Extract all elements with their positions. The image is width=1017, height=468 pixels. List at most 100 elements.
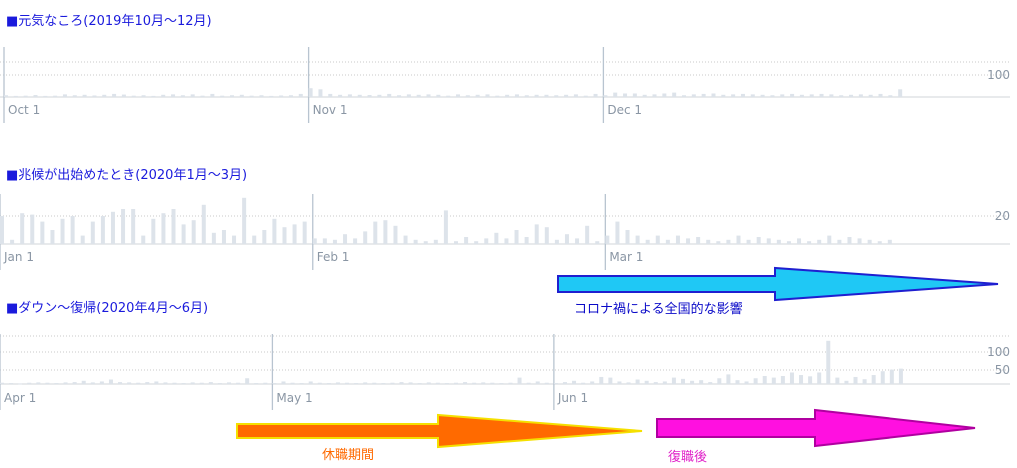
bar	[826, 340, 831, 384]
bar	[332, 239, 337, 244]
bar	[726, 374, 731, 384]
bar	[564, 234, 569, 244]
bar	[474, 241, 479, 244]
bar	[554, 95, 559, 97]
bar	[353, 238, 358, 244]
bar	[524, 237, 529, 244]
bar	[30, 214, 35, 244]
chart-1: Oct 1 Nov 1 Dec 1 100	[0, 30, 1017, 130]
bar	[789, 372, 794, 384]
bar	[721, 94, 726, 97]
bar	[70, 216, 75, 244]
bar	[136, 382, 141, 384]
bar	[298, 93, 303, 97]
bar	[108, 379, 113, 384]
bar	[426, 94, 431, 97]
bar	[590, 381, 595, 384]
bar	[534, 94, 539, 97]
bar	[181, 224, 186, 244]
bar	[367, 95, 372, 97]
bar	[494, 232, 499, 244]
bar	[526, 382, 531, 384]
bar	[80, 235, 85, 244]
bar	[623, 93, 628, 97]
bar	[90, 382, 95, 384]
bar	[363, 382, 368, 384]
bar	[112, 93, 117, 97]
bar	[858, 94, 863, 97]
bar	[853, 376, 858, 384]
bar	[731, 94, 736, 97]
bar	[799, 375, 804, 384]
bar	[790, 93, 795, 97]
bar	[508, 382, 513, 384]
leave-period-arrow	[236, 413, 643, 449]
bar	[888, 95, 893, 97]
bar	[475, 94, 480, 97]
bar	[282, 227, 287, 244]
bar	[227, 382, 231, 384]
bar	[436, 94, 441, 97]
bar	[632, 93, 637, 97]
bar	[262, 230, 267, 244]
bar	[4, 95, 8, 97]
bar	[456, 94, 460, 97]
bar	[807, 241, 812, 244]
bar	[269, 95, 274, 97]
bar	[18, 383, 23, 385]
bar	[760, 94, 765, 97]
return-to-work-arrow	[656, 408, 976, 448]
bar	[338, 94, 343, 97]
bar	[373, 221, 378, 244]
bar	[495, 95, 500, 97]
bar	[593, 93, 598, 97]
bar	[347, 94, 352, 97]
bar	[191, 220, 196, 244]
bar	[524, 95, 529, 97]
bar	[595, 241, 600, 244]
bar	[857, 238, 862, 244]
bar	[717, 378, 722, 384]
bar	[406, 94, 411, 97]
bar	[770, 95, 775, 97]
bar	[626, 382, 631, 384]
bar	[716, 241, 721, 244]
bar	[514, 94, 519, 97]
y-tick-label: 50	[995, 363, 1010, 377]
bar	[608, 377, 613, 384]
bar	[839, 95, 844, 97]
bar	[180, 95, 185, 97]
bar	[100, 216, 105, 244]
bar	[544, 227, 549, 244]
bar	[686, 238, 691, 244]
bar	[481, 382, 486, 384]
bar	[514, 230, 519, 244]
bar	[161, 213, 166, 244]
bar	[776, 239, 781, 244]
month-label: Nov 1	[313, 103, 348, 117]
bar	[562, 382, 567, 384]
bar	[868, 94, 873, 97]
bar	[517, 377, 522, 384]
bar	[363, 231, 368, 244]
bar	[699, 380, 704, 384]
bar	[413, 239, 418, 244]
bar	[750, 94, 755, 97]
bar	[357, 94, 362, 97]
bar	[786, 241, 791, 244]
corona-impact-label: コロナ禍による全国的な影響	[574, 302, 743, 317]
bar	[43, 95, 48, 97]
bar	[771, 377, 776, 384]
bar	[92, 95, 97, 97]
bar	[465, 95, 470, 97]
bar	[217, 383, 222, 385]
bar	[835, 377, 840, 384]
bar	[292, 224, 297, 244]
month-label: Mar 1	[609, 250, 643, 264]
bar	[809, 94, 814, 97]
bar	[753, 378, 758, 384]
bar	[390, 382, 395, 384]
bar	[472, 382, 477, 384]
bar	[254, 383, 259, 385]
bar	[326, 383, 331, 385]
